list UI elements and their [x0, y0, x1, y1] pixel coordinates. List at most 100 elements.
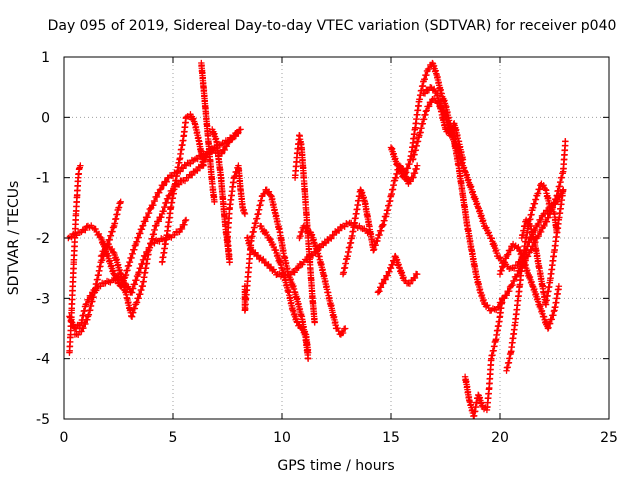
series-track — [339, 162, 421, 278]
series-track — [257, 222, 312, 356]
data-point — [298, 325, 305, 332]
data-point — [221, 146, 229, 154]
data-point — [158, 213, 165, 221]
data-point — [82, 226, 89, 234]
data-point — [328, 235, 335, 242]
data-point — [261, 190, 268, 198]
data-point — [98, 252, 106, 259]
data-point — [74, 331, 82, 339]
data-point — [117, 198, 124, 205]
x-tick-label: 0 — [60, 430, 69, 446]
data-point — [295, 264, 302, 271]
data-point — [95, 230, 103, 238]
y-tick-label: -4 — [36, 352, 50, 368]
data-point — [78, 328, 85, 335]
data-point — [257, 222, 265, 230]
data-point — [125, 283, 132, 290]
data-point — [261, 258, 268, 266]
data-point — [145, 209, 153, 217]
data-point — [265, 188, 273, 195]
data-point — [188, 171, 196, 179]
data-point — [151, 197, 159, 205]
data-point — [311, 319, 318, 326]
y-tick-label: -1 — [36, 171, 50, 187]
data-point — [211, 198, 218, 205]
y-axis-label: SDTVAR / TECUs — [6, 181, 22, 296]
data-point — [269, 240, 277, 248]
data-point — [253, 252, 260, 259]
data-point — [221, 140, 228, 147]
data-point — [376, 288, 383, 295]
data-point — [163, 178, 170, 185]
data-point — [301, 328, 309, 335]
data-point — [166, 191, 173, 199]
data-point — [97, 283, 104, 290]
data-point — [190, 115, 197, 122]
data-point — [237, 126, 244, 133]
data-point — [105, 240, 112, 248]
data-point — [77, 162, 84, 169]
data-point — [266, 263, 273, 271]
data-point — [140, 222, 147, 229]
data-point — [144, 213, 151, 221]
series-track — [296, 222, 349, 338]
data-point — [153, 222, 160, 229]
data-point — [147, 205, 154, 213]
data-point — [194, 167, 201, 174]
data-point — [150, 201, 157, 209]
x-tick-label: 25 — [600, 430, 618, 446]
data-point — [304, 355, 312, 362]
data-point — [84, 316, 91, 323]
data-point — [304, 349, 312, 356]
data-point — [234, 130, 242, 137]
data-point — [562, 138, 569, 145]
data-point — [200, 162, 207, 169]
x-axis-label: GPS time / hours — [277, 458, 394, 474]
data-point — [260, 255, 267, 263]
y-tick-label: 0 — [41, 110, 50, 126]
data-point — [182, 217, 189, 224]
data-point — [187, 160, 194, 167]
series-track — [374, 252, 421, 296]
series-track — [291, 132, 318, 326]
series-track — [158, 111, 207, 266]
x-tick-label: 10 — [273, 430, 291, 446]
y-tick-label: -5 — [36, 412, 50, 428]
data-point — [335, 227, 343, 234]
x-tick-label: 15 — [382, 430, 400, 446]
data-point — [82, 320, 89, 328]
data-point — [181, 221, 188, 228]
data-point — [555, 283, 563, 290]
data-point — [317, 244, 325, 251]
chart-title: Day 095 of 2019, Sidereal Day-to-day VTE… — [48, 18, 617, 34]
data-point — [296, 321, 303, 328]
data-point — [142, 218, 149, 225]
x-tick-label: 5 — [169, 430, 178, 446]
data-point — [73, 325, 80, 332]
data-point — [291, 269, 298, 276]
data-point — [178, 225, 186, 233]
data-point — [182, 216, 190, 224]
series-track — [198, 59, 218, 205]
data-point — [153, 193, 161, 201]
series-track — [66, 162, 84, 356]
data-point — [97, 252, 105, 260]
series-track — [461, 295, 506, 420]
data-point — [160, 182, 167, 189]
data-point — [155, 218, 163, 225]
data-point — [267, 236, 274, 243]
data-point — [341, 223, 348, 230]
data-point — [112, 277, 119, 284]
data-point — [155, 189, 163, 196]
data-point — [108, 245, 116, 253]
data-point — [225, 138, 233, 145]
x-tick-label: 20 — [491, 430, 509, 446]
data-point — [101, 247, 108, 255]
data-point — [262, 228, 270, 236]
data-point — [241, 210, 249, 218]
data-points — [65, 59, 569, 420]
data-point — [157, 185, 165, 193]
data-point — [181, 177, 189, 185]
y-tick-label: -2 — [36, 231, 50, 247]
